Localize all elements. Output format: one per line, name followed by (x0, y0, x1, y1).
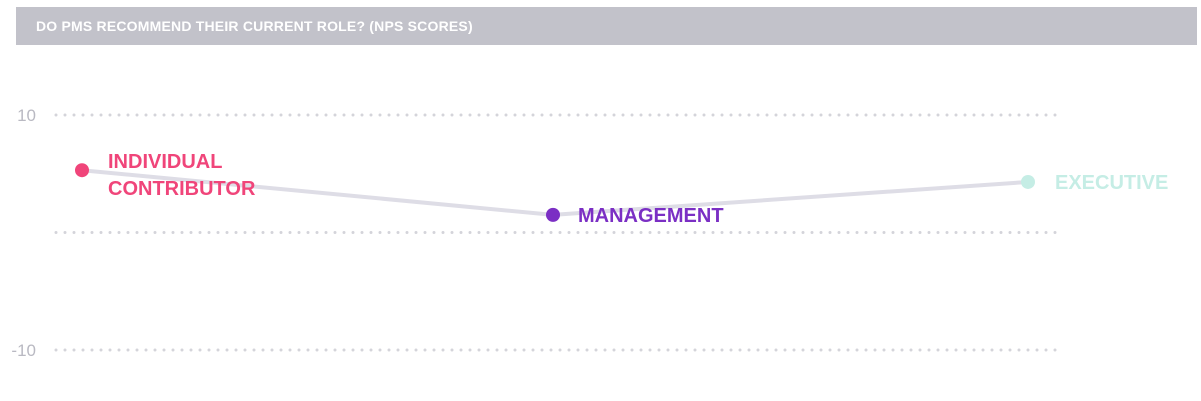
data-points-layer (75, 163, 1035, 222)
data-point (75, 163, 89, 178)
y-tick-label: -10 (11, 341, 36, 360)
chart-title: DO PMS RECOMMEND THEIR CURRENT ROLE? (NP… (36, 18, 473, 34)
point-label: MANAGEMENT (578, 205, 724, 227)
point-label: CONTRIBUTOR (108, 178, 256, 200)
point-label: INDIVIDUAL (108, 151, 222, 173)
grid-layer (54, 113, 1064, 352)
chart-header-bar: DO PMS RECOMMEND THEIR CURRENT ROLE? (NP… (16, 7, 1197, 45)
point-label: EXECUTIVE (1055, 172, 1168, 194)
y-tick-label: 10 (17, 106, 36, 125)
data-point (1021, 174, 1035, 189)
point-labels-layer: INDIVIDUAL CONTRIBUTOR MANAGEMENT EXECUTIVE (108, 151, 1168, 227)
y-axis-ticks: 10 -10 (11, 106, 36, 360)
data-point (546, 207, 560, 222)
